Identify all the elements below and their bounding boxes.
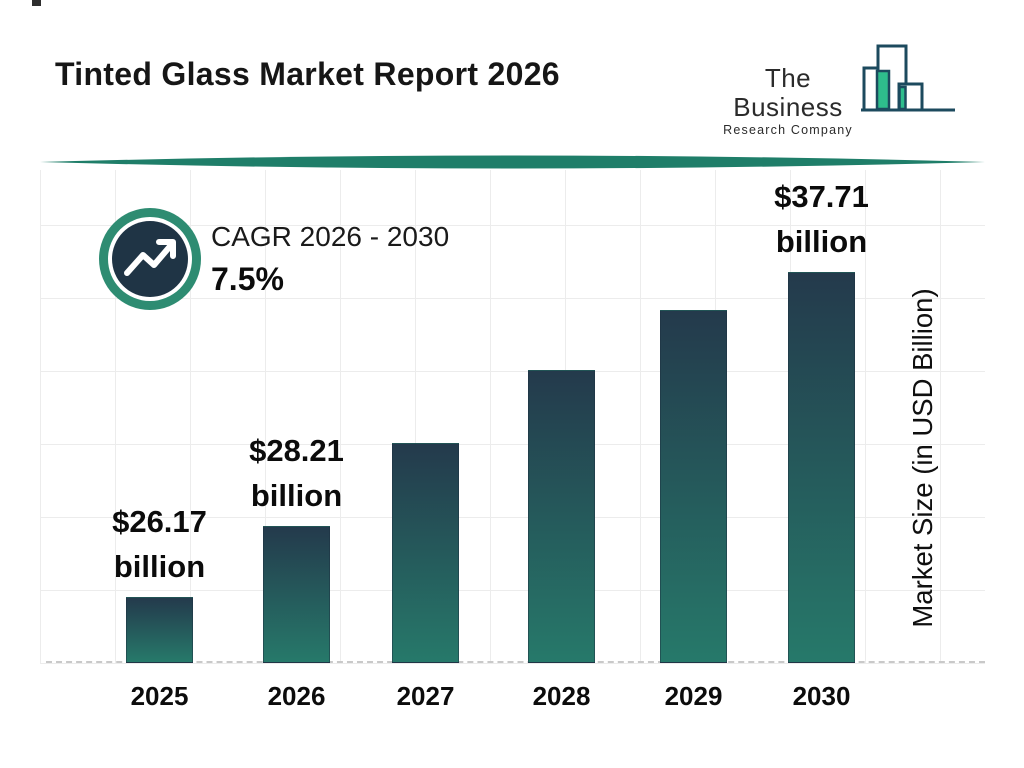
cagr-badge [99, 208, 201, 310]
bar-2029 [660, 310, 727, 663]
bar-2030 [788, 272, 855, 663]
x-tick-2027: 2027 [396, 681, 455, 711]
chart-baseline [46, 661, 985, 663]
x-tick-2030: 2030 [792, 681, 851, 711]
trending-up-icon [124, 239, 176, 276]
logo-company-subtitle: Research Company [723, 123, 853, 138]
y-axis-label: Market Size (in USD Billion) [907, 288, 938, 628]
page-title: Tinted Glass Market Report 2026 [55, 56, 560, 92]
bar-2027 [392, 443, 459, 663]
cagr-block: CAGR 2026 - 2030 7.5% [211, 219, 449, 298]
logo-company-name: The Business [733, 63, 843, 122]
bar-value-label-2025: $26.17 billion [112, 504, 207, 584]
company-logo: The Business Research Company [712, 63, 864, 138]
bar-2026 [263, 526, 330, 663]
screen-edge-artifact [32, 0, 41, 6]
cagr-value: 7.5% [211, 261, 284, 297]
bar-value-label-2026: $28.21 billion [249, 433, 344, 513]
bar-value-label-2030: $37.71 billion [774, 179, 869, 259]
x-tick-2025: 2025 [130, 681, 189, 711]
x-tick-2026: 2026 [267, 681, 326, 711]
x-tick-2029: 2029 [664, 681, 723, 711]
bar-2025 [126, 597, 193, 663]
logo-skyline-bars-icon [861, 44, 955, 112]
bar-2028 [528, 370, 595, 663]
x-tick-2028: 2028 [532, 681, 591, 711]
divider-lens [40, 155, 985, 169]
cagr-label: CAGR 2026 - 2030 [211, 221, 450, 252]
